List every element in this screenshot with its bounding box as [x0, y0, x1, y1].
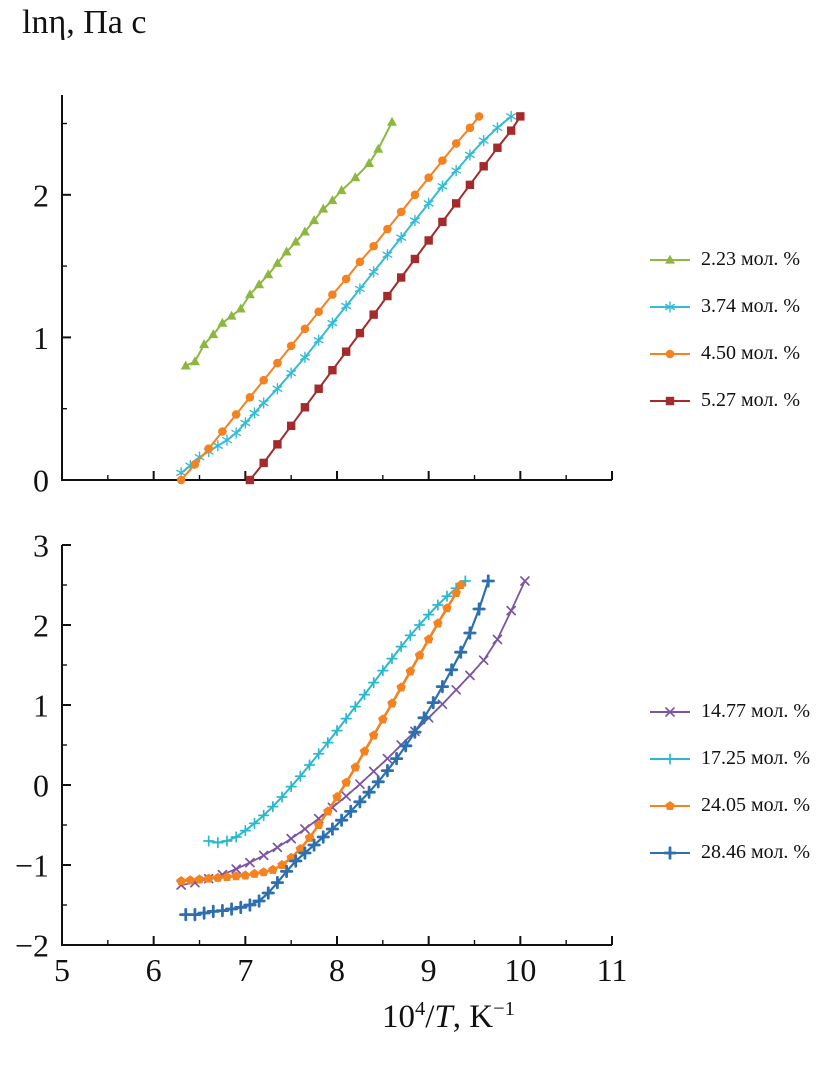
x-label-exponent: 4 — [415, 998, 426, 1020]
legend-sample-plus-icon — [650, 752, 690, 765]
y-tick-label: 3 — [33, 528, 49, 564]
legend-bottom: 14.77 мол. % 17.25 мол. % 24.05 мол. % 28.4… — [648, 700, 810, 864]
legend-sample-pentagon-icon — [650, 800, 690, 810]
x-tick-label: 11 — [597, 952, 628, 988]
legend-sample-plus-bold-icon — [650, 845, 690, 860]
x-tick-label: 7 — [237, 952, 253, 988]
x-tick-label: 6 — [146, 952, 162, 988]
y-tick-label: 0 — [33, 768, 49, 804]
legend-label: 14.77 мол. % — [701, 700, 811, 722]
legend-item: 28.46 мол. % — [648, 841, 810, 864]
x-label-unit: , K — [452, 999, 494, 1035]
x-label-slash: / — [425, 999, 435, 1035]
legend-item: 24.05 мол. % — [648, 794, 810, 817]
legend-top: 2.23 мол. % 3.74 мол. % 4.50 мол. % 5.27 мо… — [648, 248, 800, 412]
legend-item: 3.74 мол. % — [648, 295, 800, 318]
legend-sample-circle-icon — [650, 349, 690, 358]
series-14.77. — [176, 576, 530, 890]
y-tick-label: 2 — [33, 177, 49, 213]
y-tick-label: −1 — [15, 848, 49, 884]
x-label-base: 10 — [382, 999, 415, 1035]
x-tick-label: 10 — [504, 952, 536, 988]
legend-label: 24.05 мол. % — [701, 794, 811, 816]
x-axis-label: 104/T, K−1 — [382, 998, 515, 1036]
legend-item: 4.50 мол. % — [648, 342, 800, 365]
series-2.23. — [180, 116, 397, 370]
y-tick-label: 1 — [33, 320, 49, 356]
y-tick-label: −2 — [15, 928, 49, 964]
series-17.25. — [203, 575, 471, 849]
legend-label: 5.27 мол. % — [701, 389, 801, 411]
legend-sample-triangle-icon — [650, 254, 690, 264]
legend-item: 5.27 мол. % — [648, 389, 800, 412]
series-4.50. — [176, 112, 484, 485]
legend-sample-square-icon — [650, 396, 690, 405]
panel-bottom: −2 −1 0 1 2 3 5 6 7 8 9 10 11 — [15, 528, 627, 988]
x-label-unit-exponent: −1 — [493, 998, 515, 1020]
panel-top: 0 1 2 — [33, 95, 613, 499]
x-label-variable: T — [434, 999, 453, 1035]
legend-item: 14.77 мол. % — [648, 700, 810, 723]
y-axis-title: lnη, Па с — [22, 4, 147, 41]
series-3.74. — [176, 110, 517, 479]
legend-item: 17.25 мол. % — [648, 747, 810, 770]
legend-label: 17.25 мол. % — [701, 747, 811, 769]
legend-label: 28.46 мол. % — [701, 841, 811, 863]
x-tick-label: 9 — [421, 952, 437, 988]
legend-sample-x-icon — [650, 706, 690, 717]
x-tick-label: 5 — [54, 952, 70, 988]
series-5.27. — [245, 112, 525, 485]
x-tick-label: 8 — [329, 952, 345, 988]
legend-label: 4.50 мол. % — [701, 342, 801, 364]
series-28.46. — [179, 574, 495, 922]
legend-label: 2.23 мол. % — [701, 248, 801, 270]
legend-item: 2.23 мол. % — [648, 248, 800, 271]
series-24.05. — [176, 580, 466, 886]
y-tick-label: 1 — [33, 688, 49, 724]
y-tick-label: 2 — [33, 608, 49, 644]
y-tick-label: 0 — [33, 463, 49, 499]
legend-sample-asterisk-icon — [650, 300, 690, 313]
legend-label: 3.74 мол. % — [701, 295, 801, 317]
